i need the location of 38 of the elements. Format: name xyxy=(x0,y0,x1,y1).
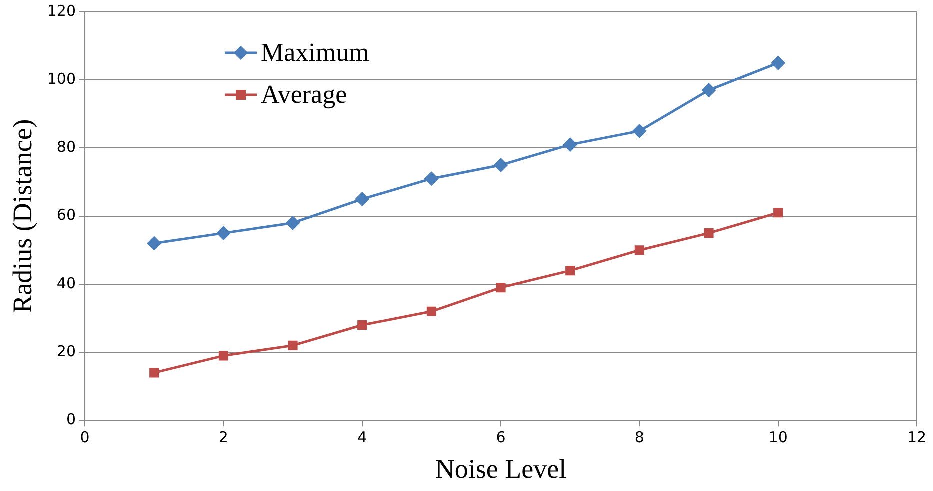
point xyxy=(288,340,298,350)
y-tick-label: 80 xyxy=(56,138,76,156)
point xyxy=(424,172,438,186)
y-tick-label: 60 xyxy=(56,206,76,224)
point xyxy=(150,368,160,378)
point xyxy=(356,192,370,206)
x-axis-title: Noise Level xyxy=(435,454,567,484)
y-tick-label: 40 xyxy=(56,274,76,292)
y-tick-label: 0 xyxy=(66,410,76,428)
x-tick-label: 6 xyxy=(496,428,506,446)
point xyxy=(286,216,300,230)
point xyxy=(774,208,784,218)
y-axis-title: Radius (Distance) xyxy=(7,119,38,314)
point xyxy=(496,283,506,293)
point xyxy=(358,320,368,330)
point xyxy=(426,306,436,316)
point xyxy=(564,138,578,152)
y-tick-label: 100 xyxy=(47,70,76,88)
point xyxy=(634,246,644,256)
point xyxy=(494,158,508,172)
legend-label: Average xyxy=(261,80,348,110)
point xyxy=(704,228,714,238)
point xyxy=(632,124,646,138)
point xyxy=(702,84,716,98)
point xyxy=(218,351,228,361)
point xyxy=(772,56,786,70)
y-tick-label: 120 xyxy=(47,2,76,20)
legend-label: Maximum xyxy=(261,38,370,68)
point xyxy=(148,236,162,250)
x-tick-label: 4 xyxy=(358,428,368,446)
x-tick-label: 0 xyxy=(80,428,90,446)
x-tick-label: 2 xyxy=(218,428,228,446)
point xyxy=(216,226,230,240)
point xyxy=(566,266,576,276)
x-tick-label: 12 xyxy=(907,428,927,446)
x-tick-label: 8 xyxy=(634,428,644,446)
x-tick-label: 10 xyxy=(768,428,788,446)
y-tick-label: 20 xyxy=(56,342,76,360)
